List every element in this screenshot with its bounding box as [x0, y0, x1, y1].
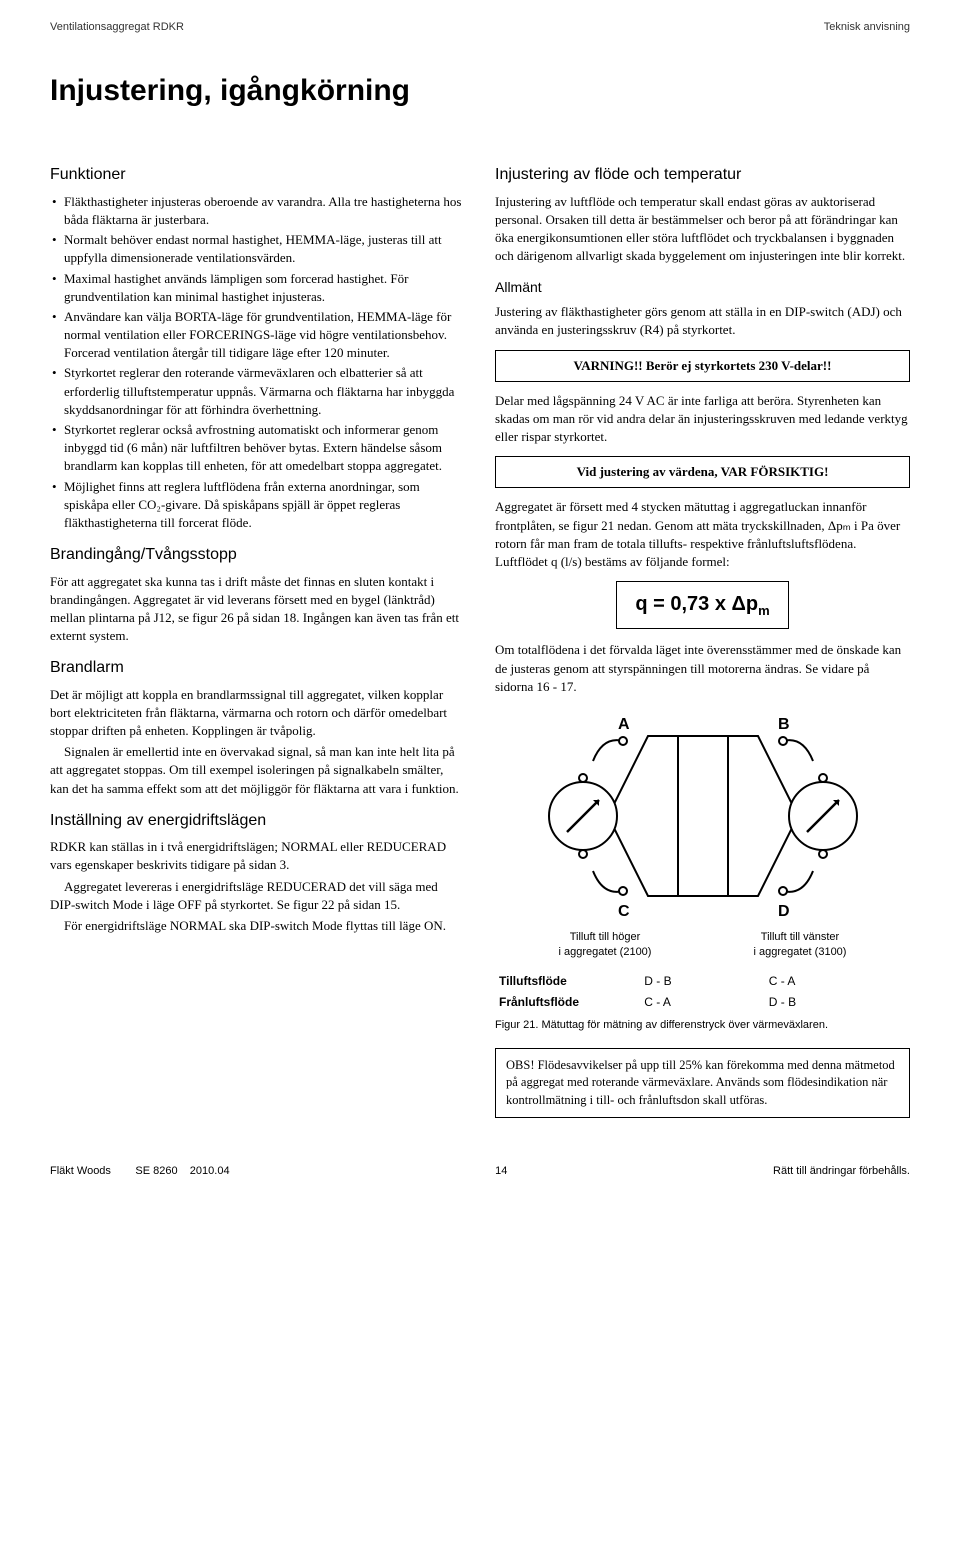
header-right: Teknisk anvisning [824, 20, 910, 35]
heading-installning: Inställning av energidriftslägen [50, 810, 465, 832]
list-item: Normalt behöver endast normal hastighet,… [50, 231, 465, 267]
heading-allmant: Allmänt [495, 278, 910, 298]
warning-box-2: Vid justering av värdena, VAR FÖRSIKTIG! [495, 456, 910, 488]
list-item: Användare kan välja BORTA-läge för grund… [50, 308, 465, 363]
list-item: Styrkortet reglerar också avfrostning au… [50, 421, 465, 476]
caption-left-1: Tilluft till höger [535, 930, 675, 945]
gauge-diagram: A B C D [523, 706, 883, 926]
header-left: Ventilationsaggregat RDKR [50, 20, 184, 35]
heading-brandlarm: Brandlarm [50, 657, 465, 679]
cell: Tilluftsflöde [499, 974, 567, 988]
right-column: Injustering av flöde och temperatur Inju… [495, 152, 910, 1118]
page-footer: Fläkt Woods SE 8260 2010.04 14 Rätt till… [50, 1158, 910, 1179]
list-item: Maximal hastighet används lämpligen som … [50, 270, 465, 306]
page-title: Injustering, igångkörning [50, 70, 910, 112]
left-column: Funktioner Fläkthastigheter injusteras o… [50, 152, 465, 1118]
heading-injustering: Injustering av flöde och temperatur [495, 164, 910, 186]
paragraph: Aggregatet levereras i energidriftsläge … [50, 878, 465, 914]
paragraph: RDKR kan ställas in i två energidriftslä… [50, 838, 465, 874]
heading-funktioner: Funktioner [50, 164, 465, 186]
diagram-captions: Tilluft till höger i aggregatet (2100) T… [495, 930, 910, 961]
two-column-layout: Funktioner Fläkthastigheter injusteras o… [50, 152, 910, 1118]
list-item: Möjlighet finns att reglera luftflödena … [50, 478, 465, 533]
cell: C - A [640, 992, 765, 1013]
paragraph: Det är möjligt att koppla en brandlarmss… [50, 686, 465, 741]
formula-text: q = 0,73 x Δp [635, 593, 758, 615]
caption-left-2: i aggregatet (2100) [535, 945, 675, 960]
footer-left: Fläkt Woods SE 8260 2010.04 [50, 1164, 230, 1179]
figure-caption: Figur 21. Mätuttag för mätning av differ… [495, 1018, 910, 1033]
formula-subscript: m [758, 603, 770, 618]
paragraph: Signalen är emellertid inte en övervakad… [50, 743, 465, 798]
paragraph: Delar med lågspänning 24 V AC är inte fa… [495, 392, 910, 447]
paragraph: Om totalflödena i det förvalda läget int… [495, 641, 910, 696]
svg-text:D: D [778, 903, 790, 920]
funktioner-list: Fläkthastigheter injusteras oberoende av… [50, 193, 465, 532]
flow-table: Tilluftsflöde D - B C - A Frånluftsflöde… [495, 971, 910, 1013]
list-item: Fläkthastigheter injusteras oberoende av… [50, 193, 465, 229]
footer-center: 14 [495, 1164, 507, 1179]
table-row: Tilluftsflöde D - B C - A [495, 971, 910, 992]
page-header: Ventilationsaggregat RDKR Teknisk anvisn… [50, 20, 910, 35]
svg-text:B: B [778, 716, 790, 733]
cell: D - B [640, 971, 765, 992]
svg-text:A: A [618, 716, 630, 733]
footer-right: Rätt till ändringar förbehålls. [773, 1164, 910, 1179]
formula-row: q = 0,73 x Δpm [495, 581, 910, 629]
table-row: Frånluftsflöde C - A D - B [495, 992, 910, 1013]
diagram-wrap: A B C D Tilluft till höger i aggregatet … [495, 706, 910, 961]
cell: D - B [765, 992, 910, 1013]
caption-right-1: Tilluft till vänster [730, 930, 870, 945]
formula-box: q = 0,73 x Δpm [616, 581, 788, 629]
cell: C - A [765, 971, 910, 992]
heading-brandingang: Brandingång/Tvångsstopp [50, 544, 465, 566]
list-item: Styrkortet reglerar den roterande värmev… [50, 364, 465, 419]
svg-text:C: C [618, 903, 630, 920]
note-box: OBS! Flödesavvikelser på upp till 25% ka… [495, 1048, 910, 1119]
paragraph: För energidriftsläge NORMAL ska DIP-swit… [50, 917, 465, 935]
paragraph: Aggregatet är försett med 4 stycken mätu… [495, 498, 910, 571]
caption-right-2: i aggregatet (3100) [730, 945, 870, 960]
paragraph: Justering av fläkthastigheter görs genom… [495, 303, 910, 339]
cell: Frånluftsflöde [499, 995, 579, 1009]
paragraph: För att aggregatet ska kunna tas i drift… [50, 573, 465, 646]
warning-box-1: VARNING!! Berör ej styrkortets 230 V-del… [495, 350, 910, 382]
paragraph: Injustering av luftflöde och temperatur … [495, 193, 910, 266]
